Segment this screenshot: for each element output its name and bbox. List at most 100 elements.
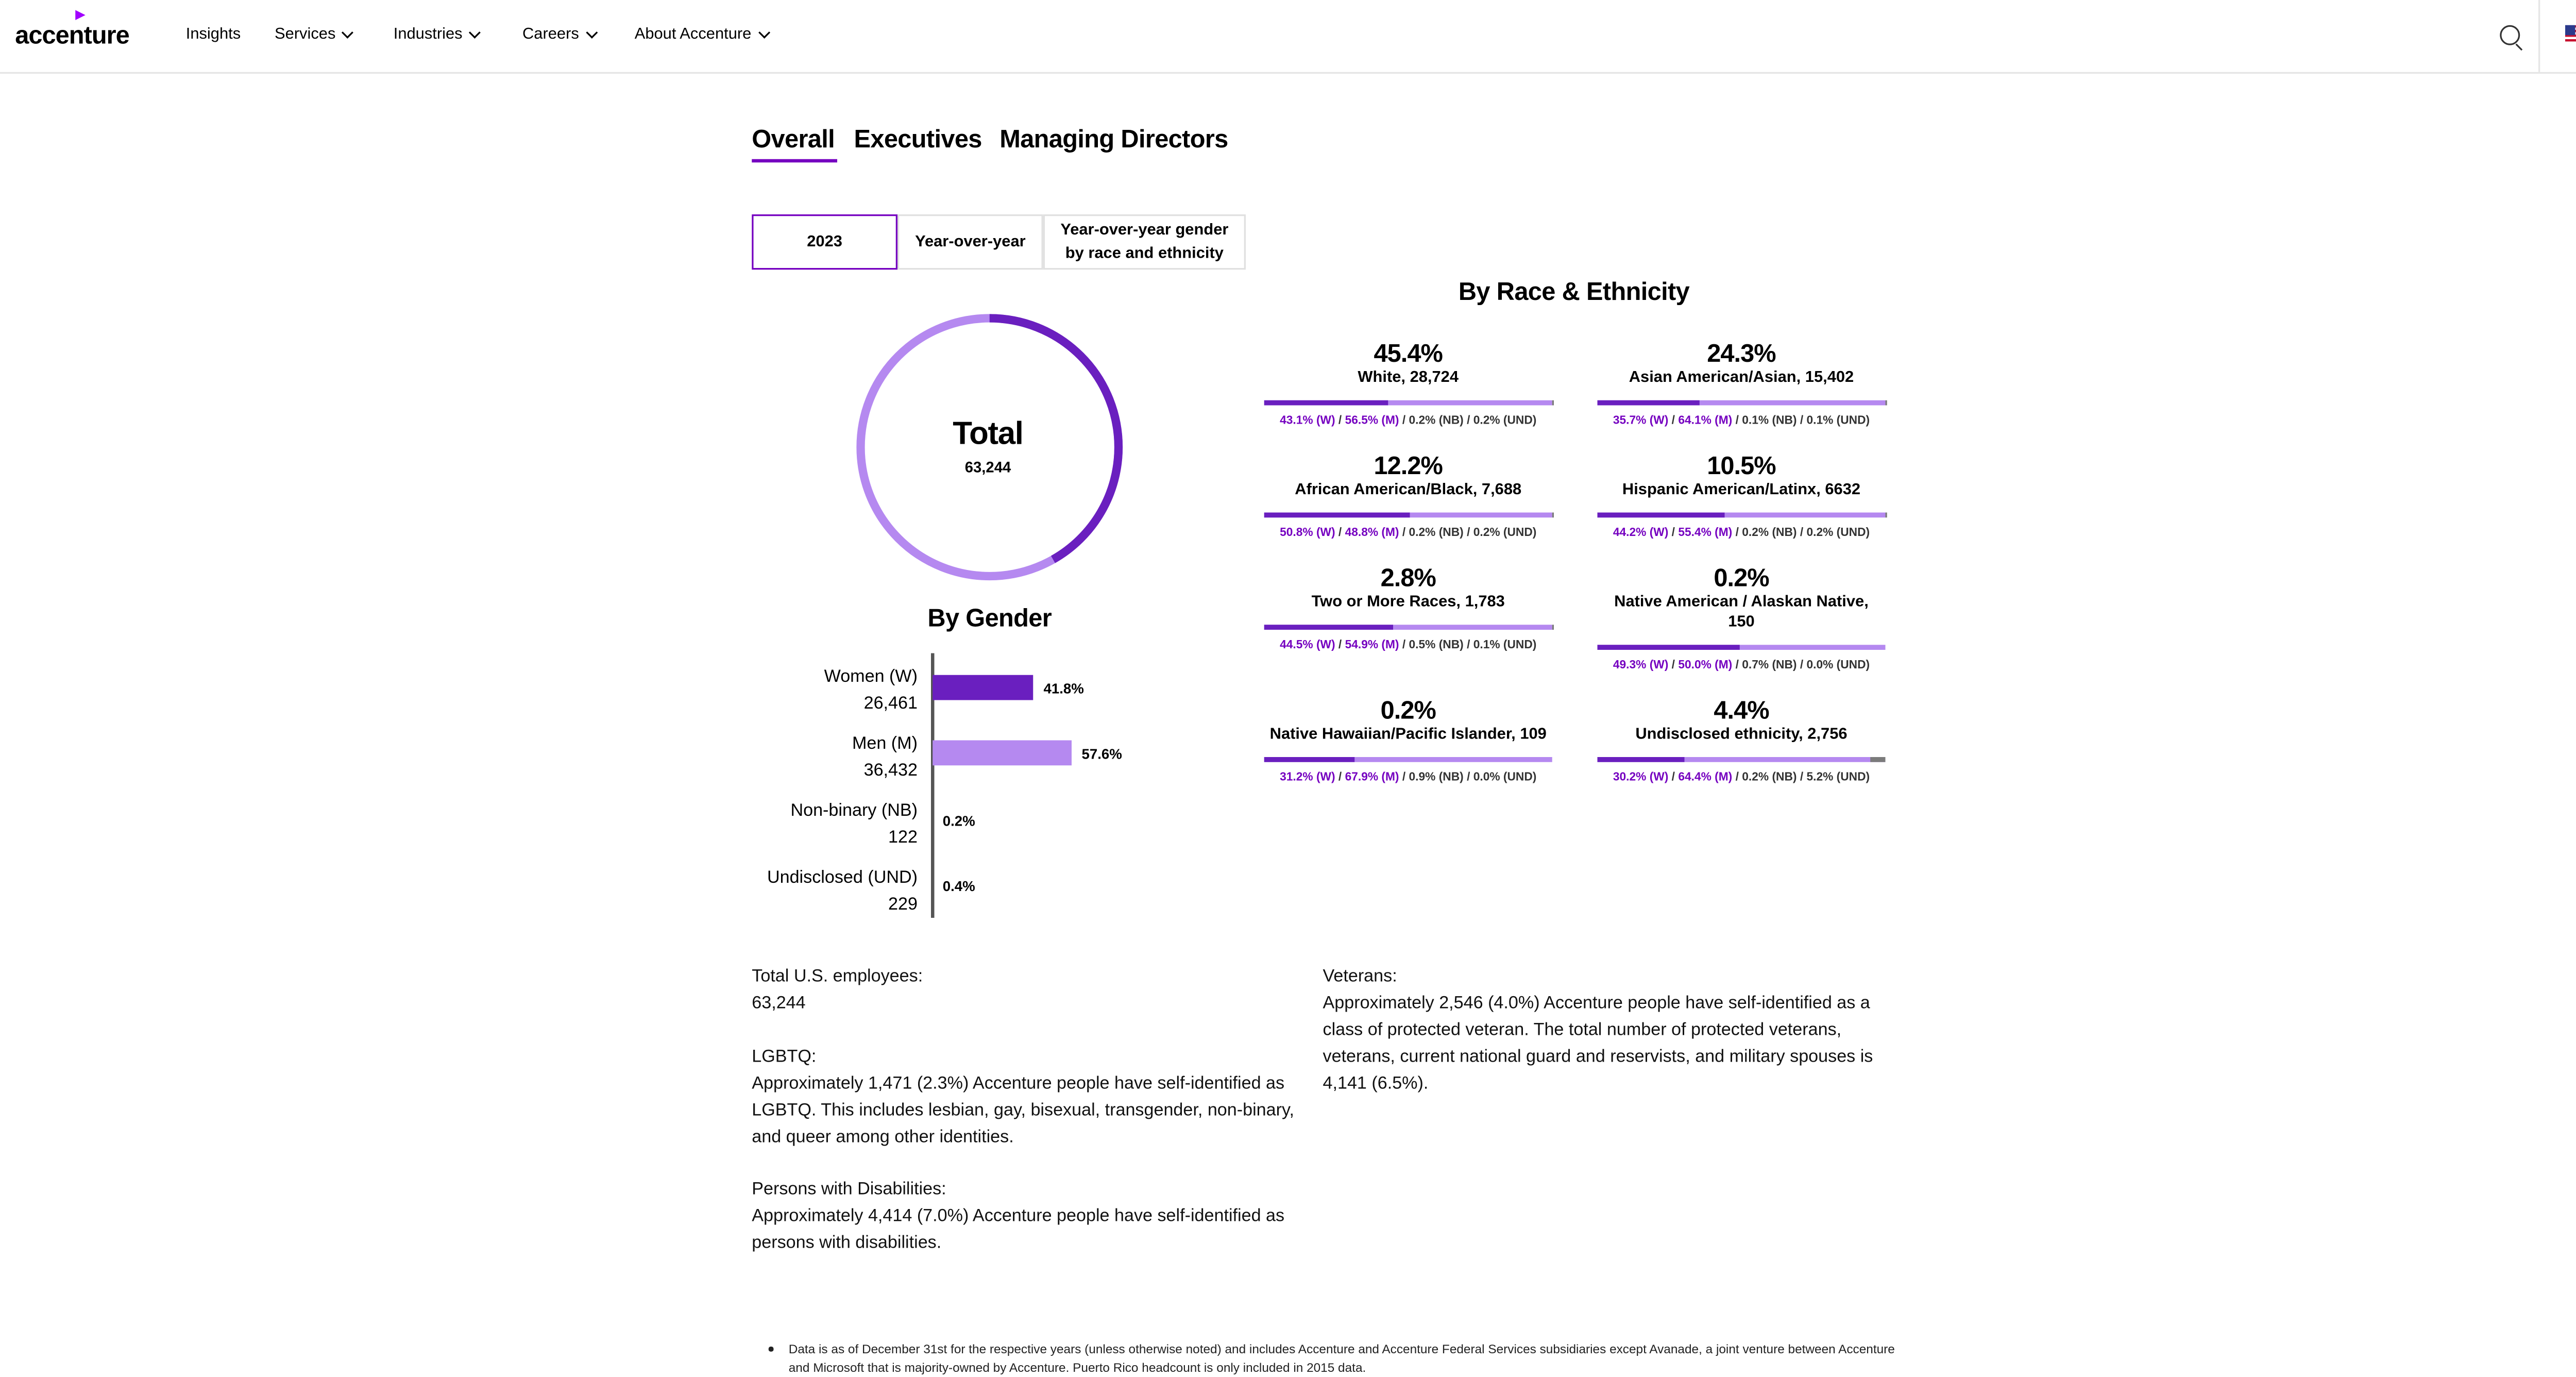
race-und: 0.1% (UND) xyxy=(1473,640,1537,652)
race-m: 50.0% (M) xyxy=(1678,660,1733,672)
race-m: 55.4% (M) xyxy=(1678,527,1733,540)
gender-name: Men (M) xyxy=(852,733,918,754)
race-name: Native American / Alaskan Native, 150 xyxy=(1614,593,1869,632)
gender-value-nonbinary: 0.2% xyxy=(942,812,975,829)
nav-item-industries[interactable]: Industries xyxy=(393,25,481,44)
gender-count: 36,432 xyxy=(863,760,918,781)
race-bar-native-american xyxy=(1597,645,1886,650)
donut-title: Total xyxy=(953,417,1024,452)
nav-item-about[interactable]: About Accenture xyxy=(635,25,770,44)
race-bar-women xyxy=(1264,512,1411,518)
race-bar-black xyxy=(1264,512,1552,518)
race-nb: 0.1% (NB) xyxy=(1742,415,1797,427)
total-employees-block: Total U.S. employees: 63,244 xyxy=(752,963,1304,1017)
race-und: 0.2% (UND) xyxy=(1806,527,1870,540)
race-name: Native Hawaiian/Pacific Islander, 109 xyxy=(1269,725,1547,744)
race-m: 56.5% (M) xyxy=(1345,415,1399,427)
total-employees-label: Total U.S. employees: xyxy=(752,966,923,987)
gender-bar-men xyxy=(933,740,1072,766)
race-w: 43.1% (W) xyxy=(1280,415,1335,427)
race-breakdown: 44.5% (W) / 54.9% (M) / 0.5% (NB) / 0.1%… xyxy=(1280,640,1537,652)
tab-overall[interactable]: Overall xyxy=(752,125,835,154)
race-breakdown: 43.1% (W) / 56.5% (M) / 0.2% (NB) / 0.2%… xyxy=(1280,415,1537,427)
lgbtq-label: LGBTQ: xyxy=(752,1047,817,1067)
veterans-block: Veterans: Approximately 2,546 (4.0%) Acc… xyxy=(1323,963,1876,1097)
total-donut-chart xyxy=(856,314,1123,581)
race-bar-women xyxy=(1264,625,1393,630)
race-w: 49.3% (W) xyxy=(1613,660,1669,672)
chevron-down-icon xyxy=(469,26,481,38)
by-gender-title: By Gender xyxy=(927,604,1052,633)
tab-executives[interactable]: Executives xyxy=(854,125,982,154)
race-m: 48.8% (M) xyxy=(1345,527,1399,540)
race-breakdown: 50.8% (W) / 48.8% (M) / 0.2% (NB) / 0.2%… xyxy=(1280,527,1537,540)
subtab-yoy-gender-race[interactable]: Year-over-year gender by race and ethnic… xyxy=(1043,214,1246,270)
search-icon[interactable] xyxy=(2500,25,2520,45)
race-pct: 10.5% xyxy=(1707,452,1776,481)
gender-name: Non-binary (NB) xyxy=(790,800,918,821)
gender-count: 229 xyxy=(888,894,918,915)
gender-axis xyxy=(931,653,934,918)
gender-name: Undisclosed (UND) xyxy=(767,867,918,888)
chevron-down-icon xyxy=(585,26,598,38)
race-bar-hispanic xyxy=(1597,512,1886,518)
race-bar-asian xyxy=(1597,400,1886,406)
gender-label-undisclosed: Undisclosed (UND) 229 xyxy=(754,864,918,918)
gender-bar-women xyxy=(933,675,1033,700)
race-pct: 12.2% xyxy=(1374,452,1443,481)
race-bar-und xyxy=(1870,757,1886,762)
race-bar-two-or-more xyxy=(1264,625,1552,630)
race-breakdown: 35.7% (W) / 64.1% (M) / 0.1% (NB) / 0.1%… xyxy=(1613,415,1870,427)
bullet-icon xyxy=(768,1347,773,1351)
tab-active-underline xyxy=(752,159,837,163)
subtab-year-over-year[interactable]: Year-over-year xyxy=(897,214,1043,270)
race-pct: 0.2% xyxy=(1714,564,1769,593)
race-bar-women xyxy=(1597,645,1740,650)
us-flag-icon[interactable] xyxy=(2565,25,2576,42)
gender-name: Women (W) xyxy=(824,666,918,687)
race-bar-women xyxy=(1597,512,1725,518)
race-bar-pacific-islander xyxy=(1264,757,1552,762)
race-nb: 0.9% (NB) xyxy=(1409,772,1464,784)
race-breakdown: 30.2% (W) / 64.4% (M) / 0.2% (NB) / 5.2%… xyxy=(1613,772,1870,784)
race-w: 30.2% (W) xyxy=(1613,772,1669,784)
race-m: 67.9% (M) xyxy=(1345,772,1399,784)
race-w: 35.7% (W) xyxy=(1613,415,1669,427)
race-und: 5.2% (UND) xyxy=(1806,772,1870,784)
race-name: White, 28,724 xyxy=(1358,368,1459,387)
logo-chevron-icon xyxy=(75,10,86,20)
top-navigation: accenture Insights Services Industries C… xyxy=(0,0,2576,74)
subtab-label: 2023 xyxy=(807,232,842,250)
gender-label-nonbinary: Non-binary (NB) 122 xyxy=(754,797,918,851)
race-und: 0.1% (UND) xyxy=(1806,415,1870,427)
nav-item-label: Careers xyxy=(522,25,579,44)
nav-item-services[interactable]: Services xyxy=(275,25,354,44)
race-bar-women xyxy=(1264,757,1354,762)
nav-item-label: Industries xyxy=(393,25,463,44)
gender-value-women: 41.8% xyxy=(1043,680,1084,697)
nav-item-insights[interactable]: Insights xyxy=(186,25,241,44)
nav-item-careers[interactable]: Careers xyxy=(522,25,598,44)
race-m: 54.9% (M) xyxy=(1345,640,1399,652)
veterans-text: Approximately 2,546 (4.0%) Accenture peo… xyxy=(1323,993,1873,1094)
chevron-down-icon xyxy=(342,26,354,38)
lgbtq-text: Approximately 1,471 (2.3%) Accenture peo… xyxy=(752,1073,1295,1148)
race-name: Undisclosed ethnicity, 2,756 xyxy=(1635,725,1848,744)
gender-count: 122 xyxy=(888,827,918,848)
gender-value-undisclosed: 0.4% xyxy=(942,878,975,895)
race-pct: 24.3% xyxy=(1707,340,1776,368)
tab-managing-directors[interactable]: Managing Directors xyxy=(999,125,1228,154)
race-bar-women xyxy=(1597,757,1685,762)
race-nb: 0.2% (NB) xyxy=(1742,772,1797,784)
race-name: Hispanic American/Latinx, 6632 xyxy=(1622,480,1861,499)
race-name: Asian American/Asian, 15,402 xyxy=(1629,368,1854,387)
race-bar-women xyxy=(1597,400,1701,406)
gender-label-men: Men (M) 36,432 xyxy=(754,730,918,784)
race-nb: 0.2% (NB) xyxy=(1409,415,1464,427)
subtab-2023[interactable]: 2023 xyxy=(752,214,897,270)
race-pct: 45.4% xyxy=(1374,340,1443,368)
accenture-logo[interactable]: accenture xyxy=(15,22,130,51)
race-bar-und xyxy=(1885,400,1886,406)
nav-item-label: Insights xyxy=(185,25,241,44)
